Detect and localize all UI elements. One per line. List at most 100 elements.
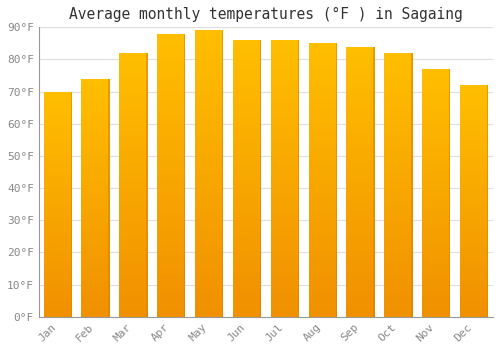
Bar [195, 192, 224, 194]
Bar [233, 242, 261, 244]
Bar [157, 283, 186, 284]
Bar [82, 181, 110, 182]
Bar [195, 257, 224, 258]
Bar [422, 308, 450, 309]
Bar [82, 206, 110, 207]
Bar [346, 84, 375, 86]
Bar [233, 295, 261, 296]
Bar [119, 136, 148, 138]
Bar [119, 107, 148, 108]
Bar [270, 209, 299, 210]
Bar [270, 212, 299, 213]
Bar [422, 73, 450, 74]
Bar [422, 130, 450, 131]
Bar [346, 222, 375, 224]
Bar [422, 162, 450, 163]
Bar [233, 253, 261, 254]
Bar [422, 116, 450, 117]
Bar [270, 314, 299, 315]
Bar [82, 269, 110, 271]
Bar [384, 87, 412, 89]
Bar [384, 136, 412, 138]
Bar [384, 181, 412, 182]
Bar [384, 314, 412, 315]
Bar [308, 213, 337, 214]
Bar [82, 114, 110, 116]
Bar [422, 241, 450, 243]
Bar [195, 172, 224, 174]
Bar [233, 215, 261, 216]
Bar [346, 232, 375, 233]
Bar [233, 64, 261, 65]
Bar [460, 185, 488, 186]
Bar [157, 208, 186, 209]
Bar [460, 275, 488, 276]
Bar [195, 189, 224, 191]
Bar [119, 181, 148, 182]
Bar [270, 274, 299, 275]
Bar [44, 304, 72, 306]
Bar [308, 64, 337, 65]
Bar [82, 117, 110, 118]
Bar [157, 223, 186, 225]
Bar [308, 188, 337, 190]
Bar [82, 182, 110, 183]
Bar [422, 148, 450, 149]
Bar [346, 169, 375, 171]
Bar [82, 293, 110, 294]
Bar [422, 95, 450, 96]
Bar [346, 82, 375, 83]
Bar [157, 252, 186, 253]
Bar [119, 66, 148, 68]
Bar [82, 209, 110, 210]
Bar [308, 266, 337, 268]
Bar [195, 125, 224, 126]
Bar [157, 299, 186, 300]
Bar [82, 306, 110, 307]
Bar [233, 138, 261, 140]
Bar [308, 180, 337, 181]
Bar [233, 149, 261, 151]
Bar [119, 62, 148, 64]
Bar [270, 284, 299, 285]
Bar [119, 83, 148, 85]
Bar [346, 216, 375, 217]
Bar [460, 156, 488, 157]
Bar [157, 238, 186, 239]
Bar [44, 128, 72, 129]
Bar [195, 280, 224, 281]
Bar [460, 129, 488, 130]
Bar [460, 149, 488, 150]
Bar [308, 298, 337, 299]
Bar [195, 93, 224, 95]
Bar [82, 257, 110, 259]
Bar [346, 272, 375, 274]
Bar [346, 256, 375, 257]
Bar [195, 148, 224, 149]
Bar [157, 150, 186, 151]
Bar [157, 137, 186, 139]
Bar [346, 106, 375, 107]
Bar [195, 72, 224, 74]
Bar [157, 175, 186, 177]
Bar [384, 224, 412, 226]
Bar [270, 60, 299, 61]
Bar [422, 109, 450, 110]
Bar [195, 59, 224, 61]
Bar [119, 77, 148, 78]
Bar [422, 234, 450, 235]
Bar [308, 75, 337, 76]
Bar [308, 60, 337, 61]
Bar [233, 62, 261, 64]
Bar [270, 47, 299, 48]
Bar [308, 211, 337, 213]
Bar [233, 162, 261, 163]
Bar [308, 143, 337, 145]
Bar [82, 82, 110, 84]
Bar [308, 269, 337, 270]
Bar [195, 163, 224, 165]
Bar [384, 297, 412, 298]
Bar [270, 65, 299, 66]
Bar [195, 194, 224, 195]
Bar [460, 301, 488, 302]
